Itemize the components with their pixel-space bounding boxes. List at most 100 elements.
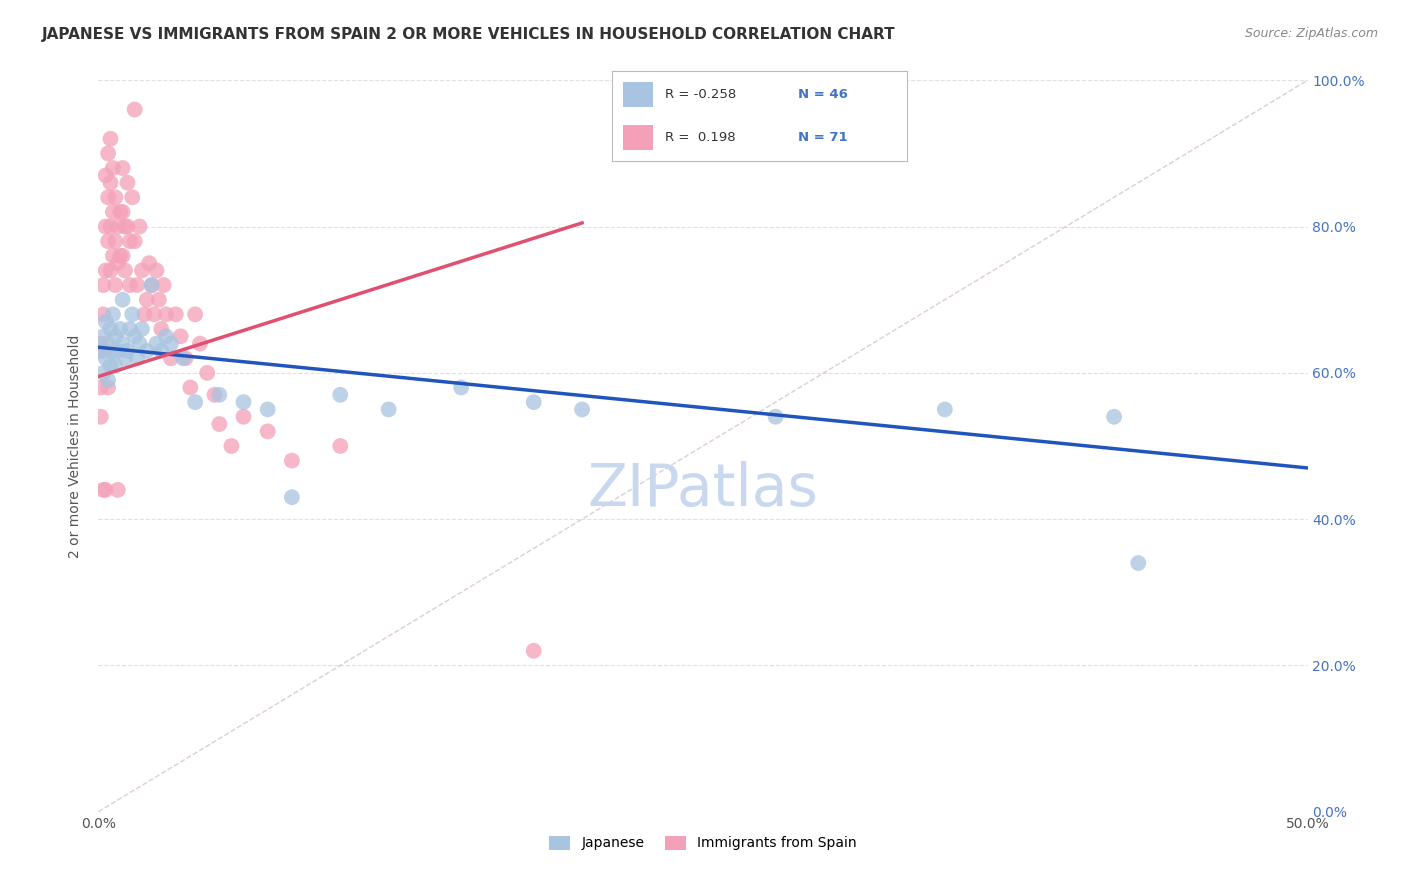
Point bbox=[97, 190, 120, 204]
Point bbox=[104, 359, 127, 373]
Point bbox=[101, 205, 124, 219]
Point bbox=[97, 373, 120, 387]
Point bbox=[104, 278, 127, 293]
Point bbox=[100, 263, 122, 277]
Point bbox=[111, 205, 134, 219]
Point bbox=[135, 343, 157, 358]
Point bbox=[107, 343, 129, 358]
Text: JAPANESE VS IMMIGRANTS FROM SPAIN 2 OR MORE VEHICLES IN HOUSEHOLD CORRELATION CH: JAPANESE VS IMMIGRANTS FROM SPAIN 2 OR M… bbox=[42, 27, 896, 42]
Text: N = 71: N = 71 bbox=[797, 131, 848, 144]
Text: N = 46: N = 46 bbox=[797, 88, 848, 101]
Point bbox=[101, 161, 124, 175]
Point bbox=[104, 234, 127, 248]
Point bbox=[94, 169, 117, 183]
Point bbox=[124, 234, 146, 248]
Point bbox=[91, 307, 114, 321]
Point bbox=[256, 425, 278, 439]
Point bbox=[94, 315, 117, 329]
Point bbox=[131, 263, 153, 277]
Point bbox=[94, 483, 117, 497]
Point bbox=[114, 219, 136, 234]
Point bbox=[97, 336, 120, 351]
Point bbox=[184, 395, 207, 409]
Point bbox=[141, 278, 163, 293]
Point bbox=[111, 336, 134, 351]
Point bbox=[1102, 409, 1125, 424]
Point bbox=[104, 190, 127, 204]
Point bbox=[765, 409, 787, 424]
Point bbox=[94, 351, 117, 366]
Point bbox=[104, 329, 127, 343]
Point bbox=[188, 336, 211, 351]
Point bbox=[221, 439, 243, 453]
Point bbox=[131, 322, 153, 336]
Point bbox=[114, 263, 136, 277]
Point bbox=[124, 103, 146, 117]
Text: ZIPatlas: ZIPatlas bbox=[588, 461, 818, 518]
Point bbox=[121, 190, 143, 204]
Point bbox=[150, 322, 173, 336]
Point bbox=[127, 278, 149, 293]
Point bbox=[90, 409, 112, 424]
Point bbox=[94, 263, 117, 277]
Point bbox=[127, 351, 149, 366]
Point bbox=[195, 366, 218, 380]
Point bbox=[91, 483, 114, 497]
Point bbox=[204, 388, 226, 402]
Point bbox=[90, 336, 112, 351]
Point bbox=[97, 146, 120, 161]
Point bbox=[91, 278, 114, 293]
Point bbox=[148, 293, 170, 307]
Point bbox=[179, 380, 201, 394]
Point bbox=[100, 322, 122, 336]
Point bbox=[208, 388, 231, 402]
Point bbox=[172, 351, 194, 366]
Point bbox=[184, 307, 207, 321]
Point bbox=[111, 161, 134, 175]
Point bbox=[117, 343, 139, 358]
Point bbox=[128, 219, 150, 234]
Point bbox=[232, 395, 254, 409]
Point bbox=[145, 263, 167, 277]
Text: R =  0.198: R = 0.198 bbox=[665, 131, 735, 144]
Point bbox=[108, 249, 131, 263]
Point bbox=[256, 402, 278, 417]
Point bbox=[100, 132, 122, 146]
Point bbox=[523, 395, 546, 409]
Point bbox=[169, 329, 191, 343]
Point bbox=[208, 417, 231, 431]
Point bbox=[1128, 556, 1150, 570]
Point bbox=[523, 644, 546, 658]
Point bbox=[118, 234, 141, 248]
Point bbox=[107, 219, 129, 234]
Point bbox=[117, 176, 139, 190]
Point bbox=[111, 293, 134, 307]
Point bbox=[152, 278, 174, 293]
Point bbox=[281, 490, 304, 504]
Point bbox=[128, 336, 150, 351]
Point bbox=[108, 322, 131, 336]
Point bbox=[108, 205, 131, 219]
Point bbox=[121, 307, 143, 321]
Point bbox=[450, 380, 472, 394]
Point bbox=[160, 351, 183, 366]
Point bbox=[91, 366, 114, 380]
Point bbox=[117, 219, 139, 234]
Point bbox=[160, 336, 183, 351]
Point bbox=[91, 343, 114, 358]
Y-axis label: 2 or more Vehicles in Household: 2 or more Vehicles in Household bbox=[69, 334, 83, 558]
Point bbox=[145, 336, 167, 351]
Legend: Japanese, Immigrants from Spain: Japanese, Immigrants from Spain bbox=[544, 830, 862, 856]
Point bbox=[118, 278, 141, 293]
Point bbox=[329, 388, 352, 402]
Point bbox=[118, 322, 141, 336]
Point bbox=[91, 329, 114, 343]
Point bbox=[165, 307, 187, 321]
Point bbox=[141, 278, 163, 293]
FancyBboxPatch shape bbox=[623, 82, 652, 107]
Point bbox=[111, 249, 134, 263]
Point bbox=[97, 234, 120, 248]
Point bbox=[138, 256, 160, 270]
Point bbox=[377, 402, 399, 417]
Point bbox=[107, 483, 129, 497]
